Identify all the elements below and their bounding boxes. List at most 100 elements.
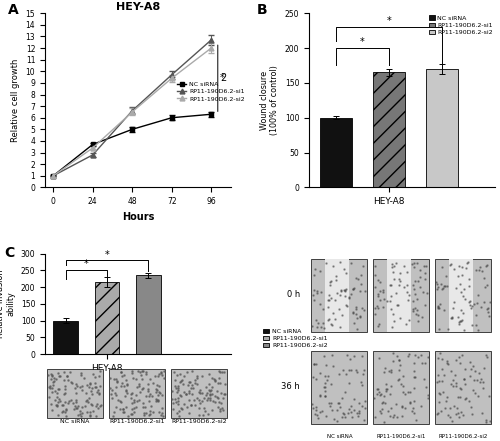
- Point: [358, 378, 366, 385]
- Point: [152, 398, 160, 405]
- Point: [93, 401, 101, 408]
- Point: [448, 260, 456, 267]
- Point: [52, 393, 60, 400]
- Point: [196, 389, 203, 396]
- Point: [398, 403, 406, 410]
- Point: [117, 369, 125, 376]
- Point: [360, 306, 368, 313]
- Point: [388, 350, 396, 357]
- Point: [467, 366, 475, 373]
- Point: [214, 395, 222, 402]
- Point: [216, 368, 224, 375]
- Point: [50, 377, 58, 385]
- Point: [470, 376, 478, 383]
- Point: [434, 354, 442, 361]
- Point: [458, 316, 466, 323]
- Point: [194, 389, 202, 396]
- Point: [202, 389, 210, 396]
- Point: [483, 354, 491, 361]
- Point: [456, 393, 464, 400]
- Point: [388, 306, 396, 313]
- Point: [190, 397, 198, 404]
- Point: [403, 288, 411, 295]
- Point: [411, 305, 419, 312]
- Point: [308, 404, 316, 411]
- Point: [388, 268, 396, 275]
- Point: [146, 411, 154, 418]
- Point: [419, 288, 427, 295]
- Point: [130, 409, 138, 416]
- Bar: [373, 351, 430, 424]
- Point: [174, 400, 182, 407]
- Point: [335, 306, 343, 313]
- Point: [96, 403, 104, 410]
- Point: [347, 409, 355, 416]
- Point: [54, 412, 62, 419]
- Point: [464, 398, 472, 405]
- Point: [327, 294, 335, 301]
- Point: [396, 362, 404, 369]
- Point: [84, 408, 92, 415]
- Point: [338, 394, 345, 401]
- Point: [466, 302, 474, 309]
- Point: [318, 407, 326, 415]
- Point: [452, 379, 460, 386]
- Point: [92, 413, 100, 420]
- Point: [483, 306, 491, 313]
- Point: [339, 366, 347, 373]
- Point: [340, 288, 348, 295]
- Point: [186, 378, 194, 385]
- Point: [123, 382, 131, 389]
- Point: [67, 379, 75, 386]
- Point: [192, 372, 200, 379]
- Point: [461, 381, 469, 388]
- Point: [421, 359, 429, 366]
- Point: [466, 305, 474, 312]
- Text: *: *: [360, 37, 364, 47]
- Point: [345, 380, 353, 387]
- Point: [394, 376, 402, 383]
- Point: [458, 351, 466, 359]
- Point: [70, 402, 78, 409]
- Point: [193, 374, 201, 381]
- Point: [465, 299, 473, 306]
- Point: [177, 377, 185, 384]
- Point: [195, 412, 203, 419]
- Point: [399, 383, 407, 390]
- Point: [345, 405, 353, 412]
- Point: [50, 388, 58, 395]
- Point: [322, 392, 330, 400]
- Point: [346, 403, 354, 410]
- Point: [192, 394, 200, 401]
- Point: [349, 310, 357, 317]
- Point: [176, 392, 184, 400]
- Point: [420, 375, 428, 382]
- Point: [394, 356, 402, 363]
- Point: [450, 299, 458, 306]
- Point: [354, 412, 362, 419]
- Point: [417, 402, 425, 409]
- Point: [49, 381, 57, 389]
- Point: [144, 386, 152, 393]
- Point: [117, 398, 125, 405]
- Point: [479, 384, 487, 391]
- Point: [116, 398, 124, 405]
- Point: [405, 317, 413, 324]
- Point: [480, 275, 488, 282]
- Point: [416, 283, 424, 290]
- Point: [424, 392, 432, 399]
- Point: [392, 289, 400, 296]
- Point: [412, 416, 420, 423]
- Point: [60, 390, 68, 397]
- Point: [450, 403, 458, 410]
- Point: [340, 266, 348, 273]
- Point: [188, 391, 196, 398]
- Point: [474, 326, 482, 333]
- Point: [133, 398, 141, 405]
- Point: [469, 363, 477, 370]
- Point: [76, 408, 84, 415]
- Point: [86, 411, 94, 418]
- Point: [50, 378, 58, 385]
- Point: [484, 304, 492, 311]
- Point: [404, 389, 411, 396]
